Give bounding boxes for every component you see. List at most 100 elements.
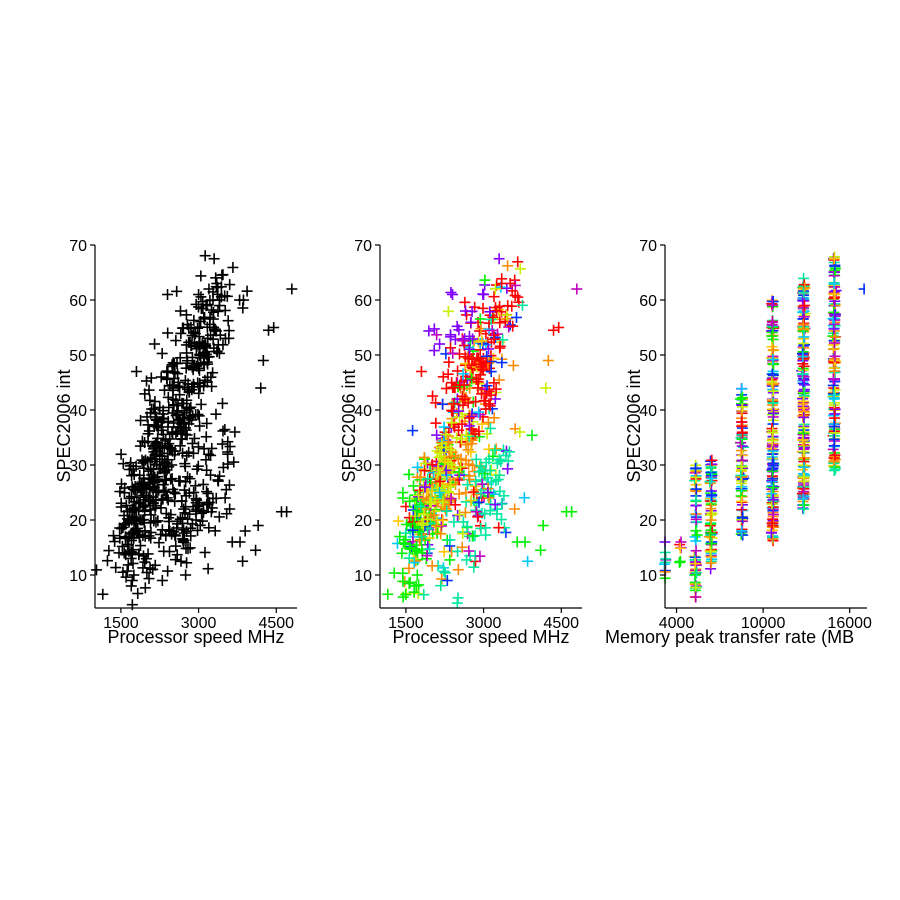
scatter-point [202, 351, 214, 363]
scatter-point [139, 582, 151, 594]
scatter-point [430, 397, 442, 409]
scatter-point [444, 534, 456, 546]
scatter-point [768, 482, 780, 494]
scatter-point [160, 530, 172, 542]
scatter-point [456, 335, 468, 347]
scatter-point [483, 385, 495, 397]
y-tick-label: 50 [354, 348, 372, 365]
scatter-point [415, 366, 427, 377]
scatter-point [437, 398, 449, 410]
scatter-point [735, 514, 747, 526]
scatter-point [423, 325, 435, 337]
scatter-point [488, 291, 500, 303]
scatter-point [208, 306, 220, 318]
scatter-point [397, 567, 409, 579]
panel-processor-speed-black: 10 20 30 40 50 60 70 1500 3000 4500 Processor sp… [54, 238, 298, 647]
scatter-point [160, 435, 172, 447]
scatter-point [422, 473, 434, 485]
scatter-point [128, 496, 140, 508]
y-ticks: 10 20 30 40 50 60 70 [354, 238, 380, 585]
scatter-point [430, 520, 442, 532]
scatter-point [206, 304, 218, 316]
scatter-point [451, 432, 463, 444]
points-layer [90, 250, 298, 611]
scatter-point [485, 366, 497, 378]
scatter-point [509, 290, 521, 302]
scatter-point [490, 383, 502, 395]
scatter-point [428, 345, 440, 357]
scatter-point [132, 588, 144, 600]
scatter-point [409, 510, 421, 522]
y-axis-label: SPEC2006 int [54, 369, 74, 482]
scatter-point [223, 479, 235, 491]
scatter-point [114, 486, 126, 498]
plot-area [382, 253, 583, 609]
scatter-point [766, 316, 778, 328]
scatter-point [404, 495, 416, 507]
scatter-point [767, 397, 779, 409]
scatter-point [252, 520, 264, 531]
scatter-point [429, 493, 441, 505]
scatter-point [158, 545, 170, 557]
scatter-point [829, 449, 841, 461]
scatter-point [184, 508, 196, 520]
scatter-point [121, 506, 133, 518]
scatter-point [673, 556, 685, 568]
scatter-point [137, 501, 149, 513]
scatter-point [435, 528, 447, 540]
x-tick-label: 1500 [103, 615, 139, 632]
scatter-point [440, 383, 452, 395]
scatter-point [156, 347, 168, 359]
scatter-point [431, 329, 443, 341]
scatter-point [211, 278, 223, 289]
scatter-point [427, 390, 439, 402]
scatter-point [460, 429, 472, 441]
scatter-point [706, 454, 718, 466]
y-tick-label: 30 [354, 458, 372, 475]
scatter-point [476, 418, 488, 430]
scatter-point [171, 285, 183, 297]
scatter-point [705, 527, 717, 539]
scatter-point [154, 401, 166, 413]
scatter-point [181, 429, 193, 441]
scatter-point [796, 368, 808, 380]
scatter-point [501, 282, 513, 294]
scatter-point [177, 512, 189, 524]
scatter-point [566, 506, 578, 518]
scatter-point [181, 450, 193, 462]
scatter-point [519, 536, 531, 548]
scatter-point [398, 537, 410, 549]
scatter-point [237, 302, 249, 314]
scatter-point [439, 567, 451, 579]
scatter-point [736, 525, 748, 537]
scatter-point [153, 537, 165, 549]
scatter-point [121, 565, 133, 577]
scatter-point [143, 473, 155, 485]
x-tick-label: 4500 [258, 615, 294, 632]
scatter-point [162, 391, 174, 403]
scatter-point [553, 322, 565, 333]
panel-memory-transfer-rate: 10 20 30 40 50 60 70 4000 10000 16000 Memory pea… [605, 238, 872, 647]
scatter-point [180, 490, 192, 502]
scatter-point [397, 591, 409, 603]
scatter-point [434, 447, 446, 459]
x-ticks: 4000 10000 16000 [659, 608, 872, 632]
scatter-point [189, 359, 201, 371]
scatter-point [706, 489, 718, 501]
scatter-point [182, 378, 194, 390]
scatter-point [476, 465, 488, 477]
y-tick-label: 20 [69, 513, 87, 530]
scatter-point [453, 509, 465, 521]
scatter-point [483, 343, 495, 355]
x-tick-label: 4500 [543, 615, 579, 632]
x-ticks: 1500 3000 4500 [388, 608, 579, 632]
scatter-point [392, 515, 404, 527]
scatter-point [766, 409, 778, 421]
scatter-point [263, 324, 275, 336]
scatter-point [157, 493, 169, 505]
scatter-point [437, 496, 449, 508]
scatter-point [475, 487, 487, 499]
scatter-point [162, 454, 174, 466]
scatter-point [457, 528, 469, 540]
y-tick-label: 40 [354, 403, 372, 420]
